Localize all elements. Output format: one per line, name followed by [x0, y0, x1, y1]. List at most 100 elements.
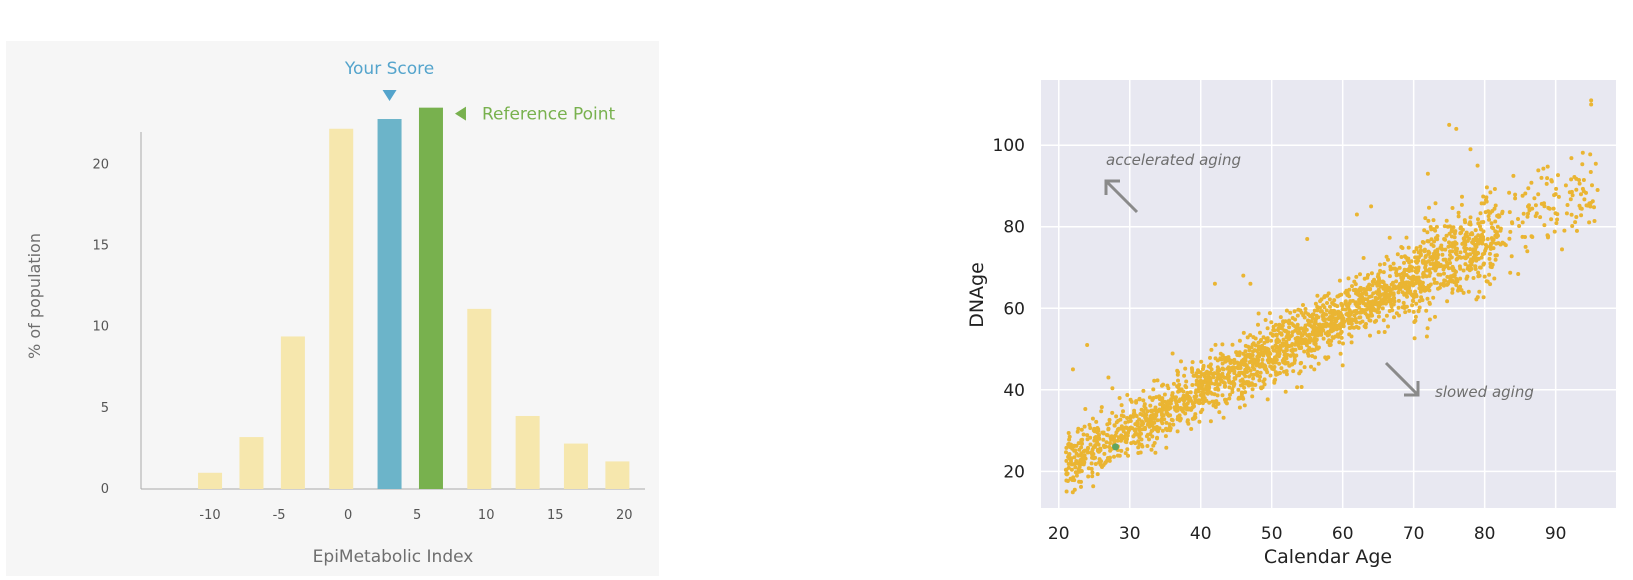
scatter-point [1445, 299, 1450, 304]
accelerated-aging-arrow-icon [1104, 179, 1139, 214]
scatter-point [1162, 392, 1167, 397]
scatter-point [1064, 489, 1069, 494]
scatter-point [1450, 241, 1455, 246]
scatter-point [1507, 190, 1512, 195]
scatter-point [1521, 211, 1526, 216]
scatter-point [1135, 421, 1140, 425]
scatter-point [1340, 307, 1345, 312]
scatter-point [1302, 315, 1307, 320]
scatter-point [1392, 284, 1397, 289]
scatter-point [1112, 423, 1117, 428]
scatter-point [1160, 396, 1165, 401]
scatter-point [1183, 366, 1188, 371]
scatter-point [1126, 453, 1130, 458]
scatter-point [1146, 418, 1151, 423]
right-x-tick-label: 80 [1474, 524, 1496, 544]
scatter-point [1170, 391, 1175, 396]
scatter-point [1346, 303, 1351, 308]
scatter-point [1309, 348, 1314, 353]
scatter-point [1360, 295, 1365, 300]
scatter-point [1454, 126, 1459, 131]
scatter-point [1090, 470, 1095, 475]
left-bars [198, 107, 630, 489]
scatter-point [1410, 265, 1415, 270]
scatter-point [1217, 368, 1222, 373]
scatter-point [1488, 243, 1493, 248]
scatter-point [1237, 405, 1242, 410]
scatter-point [1397, 313, 1401, 318]
scatter-point [1430, 257, 1435, 262]
scatter-point [1265, 326, 1270, 331]
scatter-point [1183, 384, 1188, 388]
scatter-point [1220, 371, 1225, 376]
scatter-point [1488, 251, 1492, 256]
scatter-point [1237, 350, 1242, 355]
scatter-point [1211, 375, 1216, 380]
scatter-point [1344, 312, 1349, 317]
scatter-point [1155, 378, 1160, 383]
scatter-point [1476, 221, 1481, 226]
scatter-point [1123, 451, 1128, 456]
scatter-point [1174, 395, 1178, 400]
scatter-point [1450, 287, 1455, 292]
scatter-point [1570, 224, 1575, 228]
scatter-point [1468, 215, 1473, 220]
scatter-point [1174, 408, 1179, 413]
scatter-point [1094, 419, 1099, 424]
scatter-point [1423, 263, 1428, 268]
scatter-point [1326, 316, 1331, 321]
scatter-point [1326, 355, 1331, 360]
scatter-point [1207, 400, 1212, 405]
scatter-point [1392, 315, 1396, 320]
scatter-point [1272, 379, 1277, 383]
scatter-point [1179, 359, 1183, 364]
scatter-point [1277, 322, 1282, 327]
scatter-point [1176, 414, 1180, 419]
left-y-tick-label: 15 [92, 239, 109, 254]
scatter-point [1332, 322, 1337, 327]
scatter-point [1424, 260, 1429, 265]
scatter-point [1434, 256, 1439, 261]
scatter-point [1215, 393, 1220, 398]
scatter-point [1313, 301, 1318, 306]
scatter-point [1086, 466, 1091, 471]
scatter-point [1273, 355, 1278, 360]
left-x-ticks: -10 -5 0 5 10 15 20 [199, 508, 632, 523]
scatter-point [1339, 329, 1344, 334]
scatter-point [1306, 353, 1311, 358]
scatter-point [1275, 337, 1280, 342]
scatter-point [1494, 241, 1499, 246]
scatter-point [1404, 304, 1409, 309]
scatter-point [1403, 310, 1408, 315]
scatter-point [1091, 484, 1096, 489]
scatter-point [1258, 374, 1262, 379]
scatter-point [1421, 260, 1426, 265]
scatter-point [1442, 237, 1447, 241]
scatter-point [1555, 212, 1560, 217]
scatter-point [1315, 346, 1320, 351]
scatter-point [1541, 166, 1546, 171]
scatter-point [1404, 235, 1409, 240]
scatter-point [1116, 427, 1120, 432]
scatter-point [1221, 415, 1226, 420]
scatter-point [1212, 392, 1217, 397]
scatter-point [1145, 444, 1150, 448]
scatter-point [1069, 459, 1073, 464]
scatter-point [1247, 360, 1252, 365]
scatter-point [1169, 397, 1174, 402]
scatter-point [1127, 427, 1132, 432]
scatter-point [1223, 384, 1227, 388]
scatter-point [1381, 292, 1386, 297]
scatter-point [1208, 378, 1213, 383]
scatter-point [1391, 266, 1396, 271]
scatter-point [1422, 228, 1427, 233]
scatter-point [1168, 413, 1173, 418]
scatter-point [1259, 349, 1264, 354]
scatter-point [1239, 390, 1244, 395]
scatter-point [1480, 241, 1485, 246]
left-x-axis-label: EpiMetabolic Index [313, 547, 474, 567]
scatter-point [1235, 365, 1239, 370]
scatter-point [1324, 324, 1328, 329]
scatter-point [1551, 206, 1556, 211]
scatter-point [1325, 293, 1330, 298]
